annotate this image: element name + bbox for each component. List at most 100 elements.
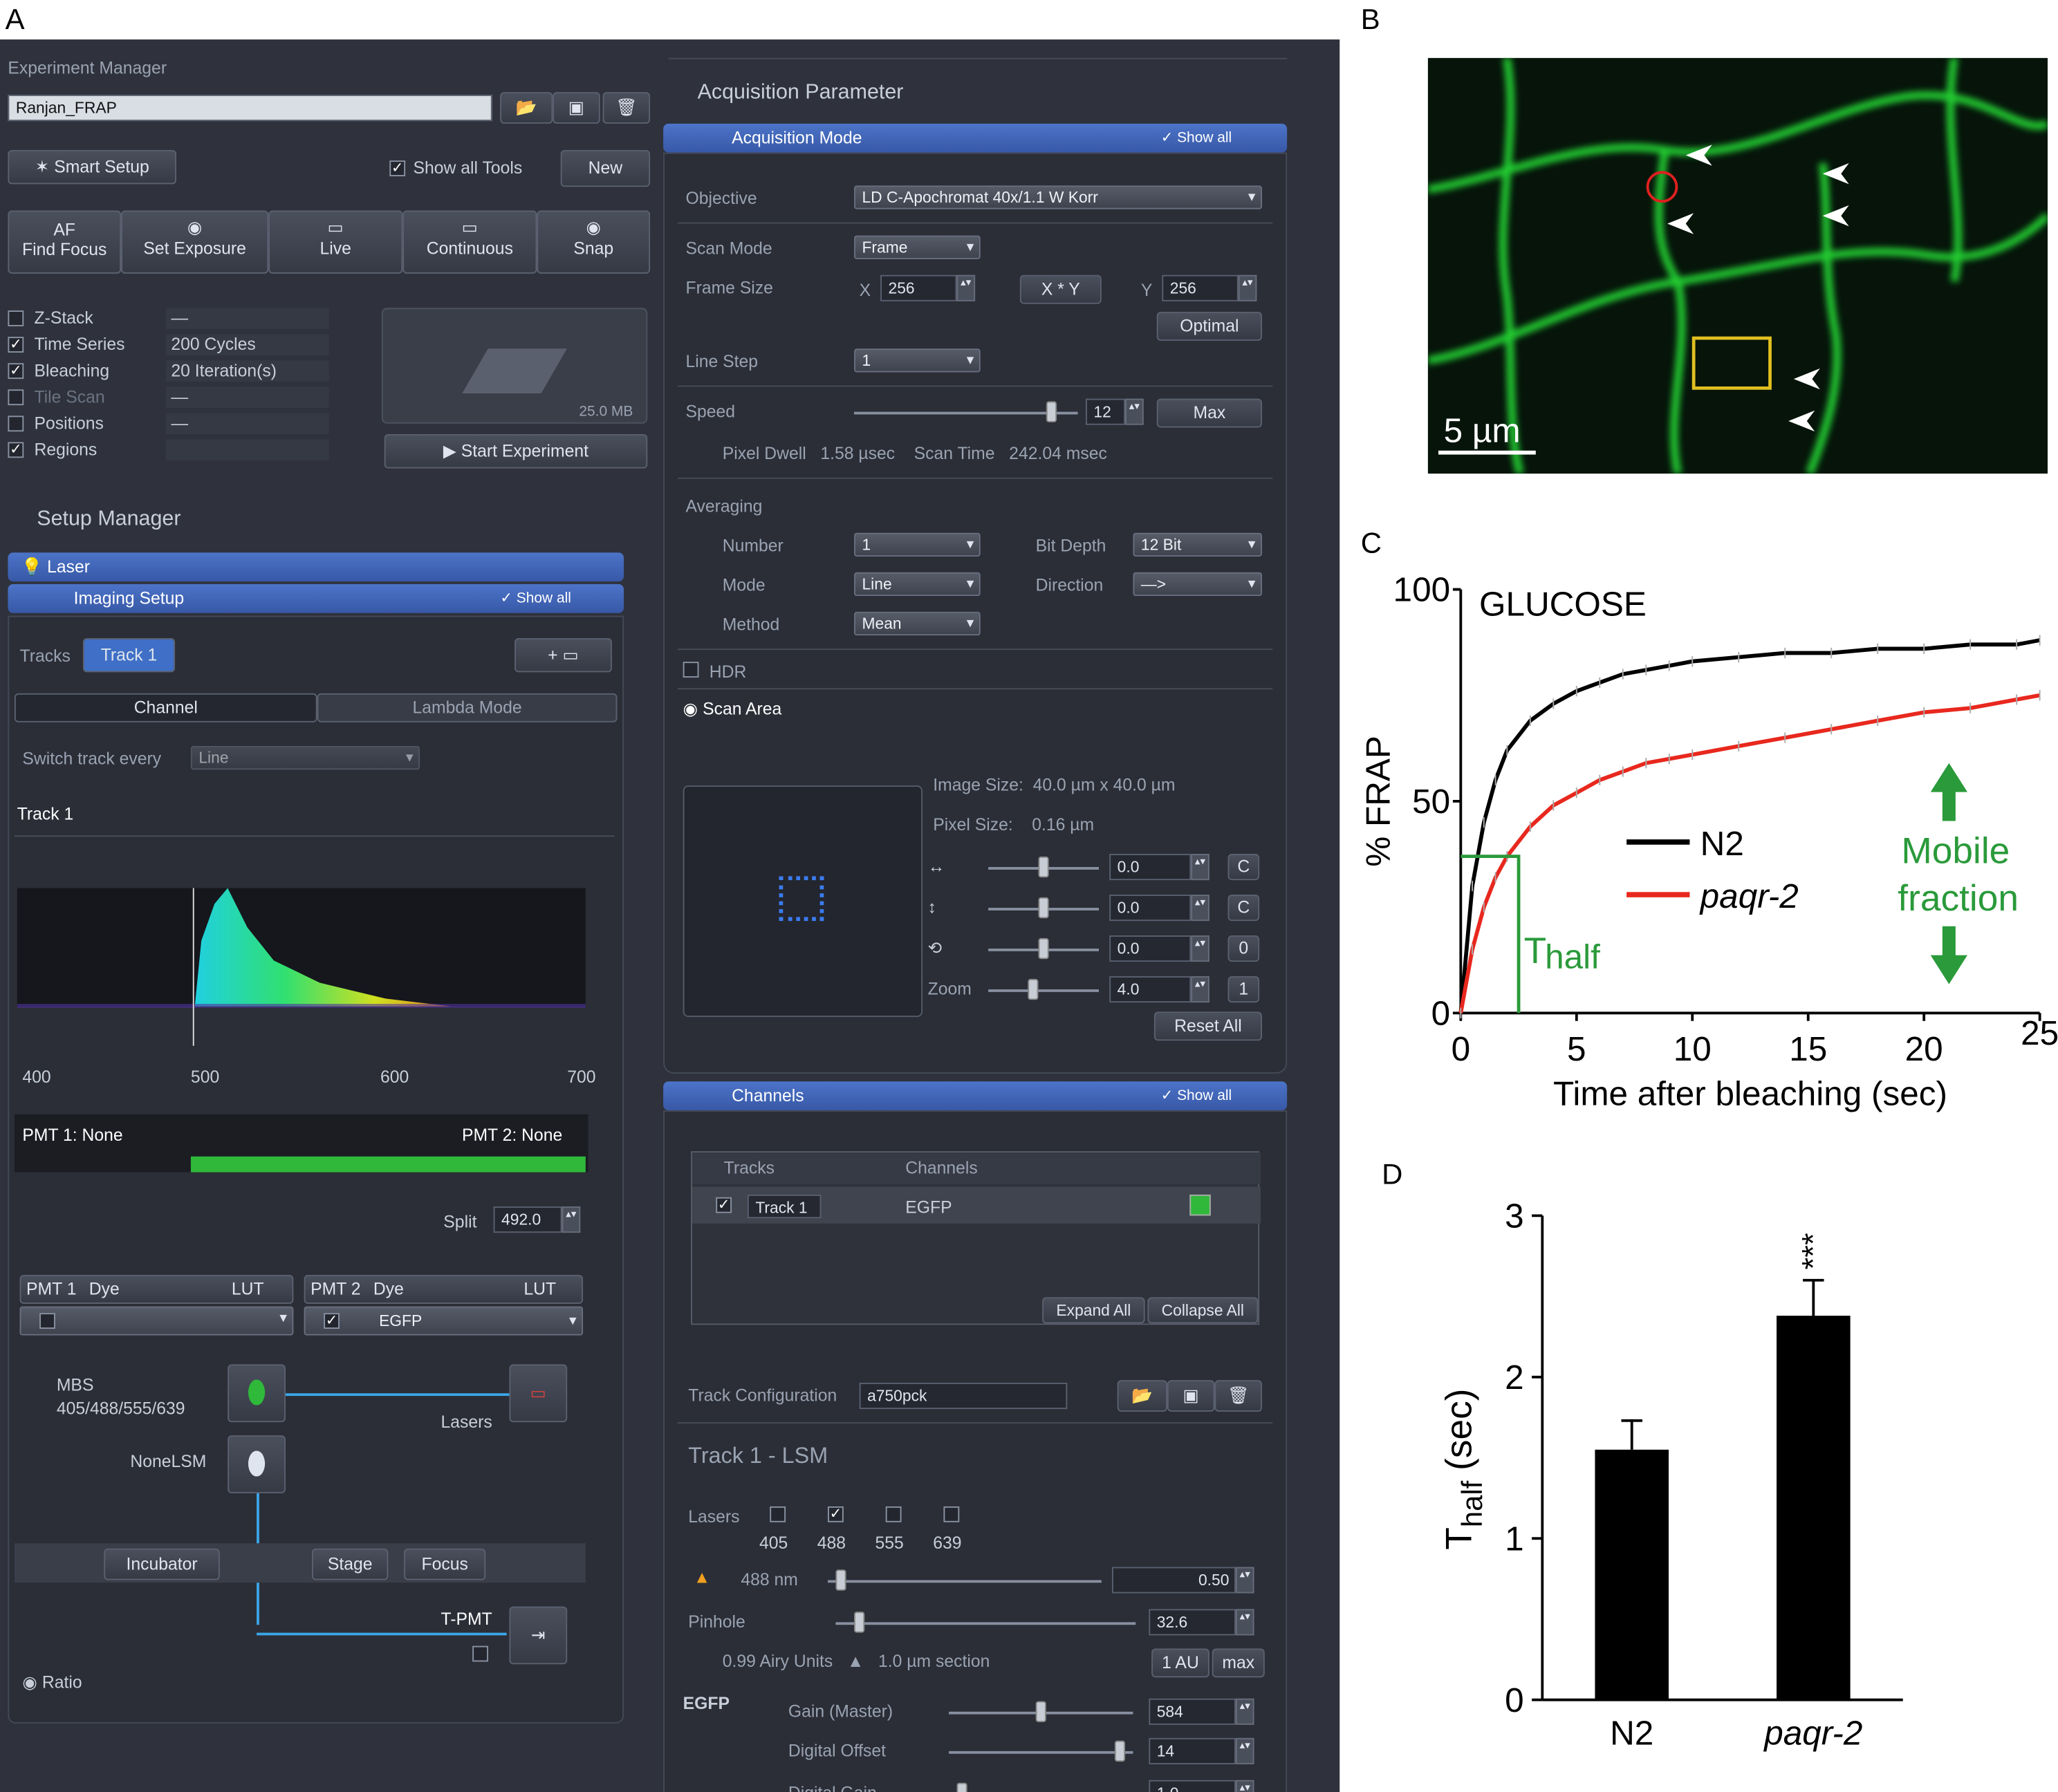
digital-offset-slider[interactable] [949,1751,1133,1754]
max-speed-button[interactable]: Max [1156,398,1262,428]
offset-button[interactable]: 0 [1227,935,1260,962]
optimal-button[interactable]: Optimal [1156,312,1262,341]
open-icon[interactable]: 📂 [500,92,553,124]
spin-buttons[interactable]: ▴▾ [1191,895,1209,922]
offset-button[interactable]: C [1227,895,1260,922]
offset-slider[interactable] [988,989,1100,992]
frame-y-field[interactable]: 256 [1162,274,1239,301]
snap-button[interactable]: ◉ Snap [537,210,651,274]
slider-knob[interactable] [1028,978,1039,1000]
averaging-mode-dropdown[interactable]: Line [854,572,981,597]
config-save-icon[interactable]: ▣ [1167,1380,1215,1412]
direction-dropdown[interactable]: —> [1133,572,1262,597]
expand-all-button[interactable]: Expand All [1042,1297,1145,1324]
lut-color-icon[interactable] [1189,1194,1211,1216]
objective-dropdown[interactable]: LD C-Apochromat 40x/1.1 W Korr [854,185,1262,209]
tpmt-detector-icon[interactable]: ⇥ [509,1606,568,1665]
switch-track-dropdown[interactable]: Line [190,746,420,770]
laser-source-icon[interactable]: ▭ [509,1364,568,1423]
show-all-tools-checkbox[interactable]: ✓ [389,160,406,177]
track-config-field[interactable]: a750pck [859,1383,1068,1410]
pmt2-dye-dropdown[interactable]: ✓ EGFP [304,1306,584,1336]
bit-depth-dropdown[interactable]: 12 Bit [1133,532,1262,557]
scan-mode-dropdown[interactable]: Frame [854,235,981,259]
laser-line-checkbox[interactable] [770,1506,786,1522]
new-button[interactable]: New [560,149,651,187]
speed-slider[interactable] [854,411,1078,415]
option-checkbox[interactable]: ✓ [8,337,24,353]
option-checkbox[interactable]: ✓ [8,442,24,458]
pinhole-field[interactable]: 32.6 [1149,1609,1236,1636]
mbs-mirror-icon[interactable]: ⬮ [228,1364,286,1423]
smart-setup-button[interactable]: ✶ Smart Setup [8,149,177,185]
option-checkbox[interactable]: ✓ [8,363,24,380]
offset-button[interactable]: 1 [1227,976,1260,1003]
scan-field-icon[interactable] [779,876,824,922]
detector-range-bar[interactable] [190,1156,586,1173]
laser-power-slider[interactable] [827,1580,1102,1583]
collapse-all-button[interactable]: Collapse All [1147,1297,1259,1324]
frame-x-field[interactable]: 256 [880,274,957,301]
digital-offset-field[interactable]: 14 [1149,1737,1236,1764]
nonelsm-mirror-icon[interactable]: ⬮ [228,1435,286,1493]
slider-knob[interactable] [1038,937,1049,960]
tab-lambda-mode[interactable]: Lambda Mode [317,693,618,722]
start-experiment-button[interactable]: ▶ Start Experiment [384,433,648,469]
spin-buttons[interactable]: ▴▾ [1191,935,1209,962]
experiment-name-field[interactable]: Ranjan_FRAP [8,95,492,122]
config-delete-icon[interactable]: 🗑 [1214,1380,1262,1412]
option-checkbox[interactable] [8,389,24,406]
gain-field[interactable]: 584 [1149,1698,1236,1725]
stage-button[interactable]: Stage [312,1548,389,1580]
pmt1-dye-dropdown[interactable] [19,1306,294,1336]
line-step-dropdown[interactable]: 1 [854,348,981,373]
laser-line-checkbox[interactable] [943,1506,960,1522]
scan-area-header[interactable]: ◉ Scan Area [683,698,782,719]
one-au-button[interactable]: 1 AU [1151,1648,1209,1678]
imaging-setup-header[interactable]: Imaging Setup ✓ Show all [8,584,624,613]
averaging-number-dropdown[interactable]: 1 [854,532,981,557]
continuous-button[interactable]: ▭ Continuous [402,210,537,274]
speed-field[interactable]: 12 [1085,398,1126,425]
xy-button[interactable]: X * Y [1019,274,1102,304]
offset-field[interactable]: 4.0 [1109,976,1192,1003]
delete-icon[interactable]: 🗑 [602,92,651,124]
averaging-method-dropdown[interactable]: Mean [854,611,981,636]
show-all-toggle[interactable]: ✓ Show all [1160,1088,1232,1104]
find-focus-button[interactable]: AF Find Focus [8,210,122,274]
tpmt-checkbox[interactable] [472,1645,489,1662]
spin-buttons[interactable]: ▴▾ [1191,854,1209,881]
channels-header[interactable]: Channels ✓ Show all [663,1081,1288,1111]
laser-header[interactable]: 💡 Laser [8,552,624,582]
slider-knob[interactable] [1038,856,1049,878]
tab-channel[interactable]: Channel [14,693,317,722]
add-track-button[interactable]: + ▭ [514,637,612,673]
track-1-checkbox[interactable]: ✓ [716,1197,732,1213]
live-button[interactable]: ▭ Live [268,210,403,274]
pmt1-checkbox[interactable] [39,1313,55,1329]
set-exposure-button[interactable]: ◉ Set Exposure [121,210,269,274]
spin-buttons[interactable]: ▴▾ [1191,976,1209,1003]
pinhole-slider[interactable] [835,1622,1136,1625]
save-icon[interactable]: ▣ [553,92,600,124]
pmt2-checkbox[interactable]: ✓ [324,1313,340,1329]
digital-gain-field[interactable]: 1.0 [1149,1780,1236,1792]
focus-button[interactable]: Focus [404,1548,486,1580]
hdr-checkbox[interactable] [683,662,699,678]
option-checkbox[interactable] [8,416,24,432]
reset-all-button[interactable]: Reset All [1153,1011,1262,1041]
offset-field[interactable]: 0.0 [1109,935,1192,962]
laser-line-checkbox[interactable]: ✓ [827,1506,844,1522]
split-field[interactable]: 492.0 [493,1206,562,1233]
offset-field[interactable]: 0.0 [1109,895,1192,922]
show-all-toggle[interactable]: ✓ Show all [500,590,571,607]
scan-area-preview[interactable] [683,785,923,1018]
acquisition-mode-header[interactable]: Acquisition Mode ✓ Show all [663,123,1288,153]
laser-power-field[interactable]: 0.50 [1112,1567,1236,1594]
show-all-toggle[interactable]: ✓ Show all [1160,130,1232,147]
config-open-icon[interactable]: 📂 [1117,1380,1167,1412]
track-1-button[interactable]: Track 1 [82,637,176,673]
offset-field[interactable]: 0.0 [1109,854,1192,881]
option-checkbox[interactable] [8,310,24,326]
slider-knob[interactable] [1038,897,1049,919]
